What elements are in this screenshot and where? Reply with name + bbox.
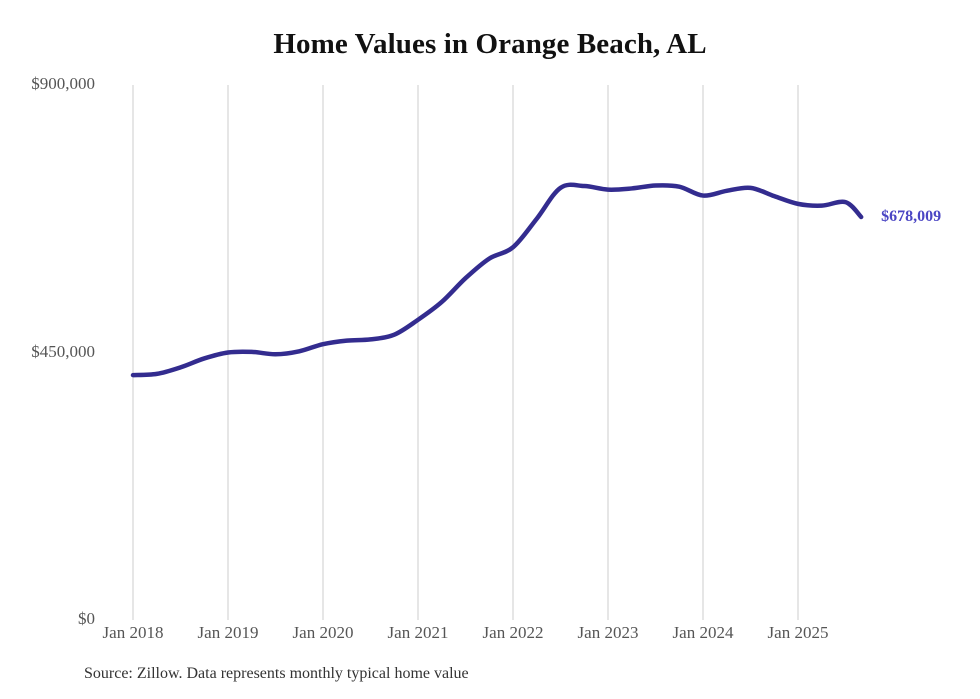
y-axis-tick-label: $900,000 [31,74,95,93]
chart-title: Home Values in Orange Beach, AL [273,28,707,60]
x-axis-tick-label: Jan 2020 [292,623,354,642]
x-axis-tick-label: Jan 2018 [102,623,164,642]
end-value-annotation: $678,009 [881,207,942,225]
source-note: Source: Zillow. Data represents monthly … [84,665,469,682]
x-axis-tick-label: Jan 2021 [387,623,449,642]
series-line-typical-home-value [130,182,864,378]
y-axis-tick-label: $0 [78,609,95,628]
x-axis-tick-label: Jan 2024 [672,623,734,642]
x-axis-tick-label: Jan 2022 [482,623,544,642]
x-axis-tick-label: Jan 2025 [767,623,829,642]
x-axis-tick-label: Jan 2023 [577,623,639,642]
y-axis-tick-label: $450,000 [31,341,95,361]
x-axis-tick-label: Jan 2019 [197,623,259,642]
